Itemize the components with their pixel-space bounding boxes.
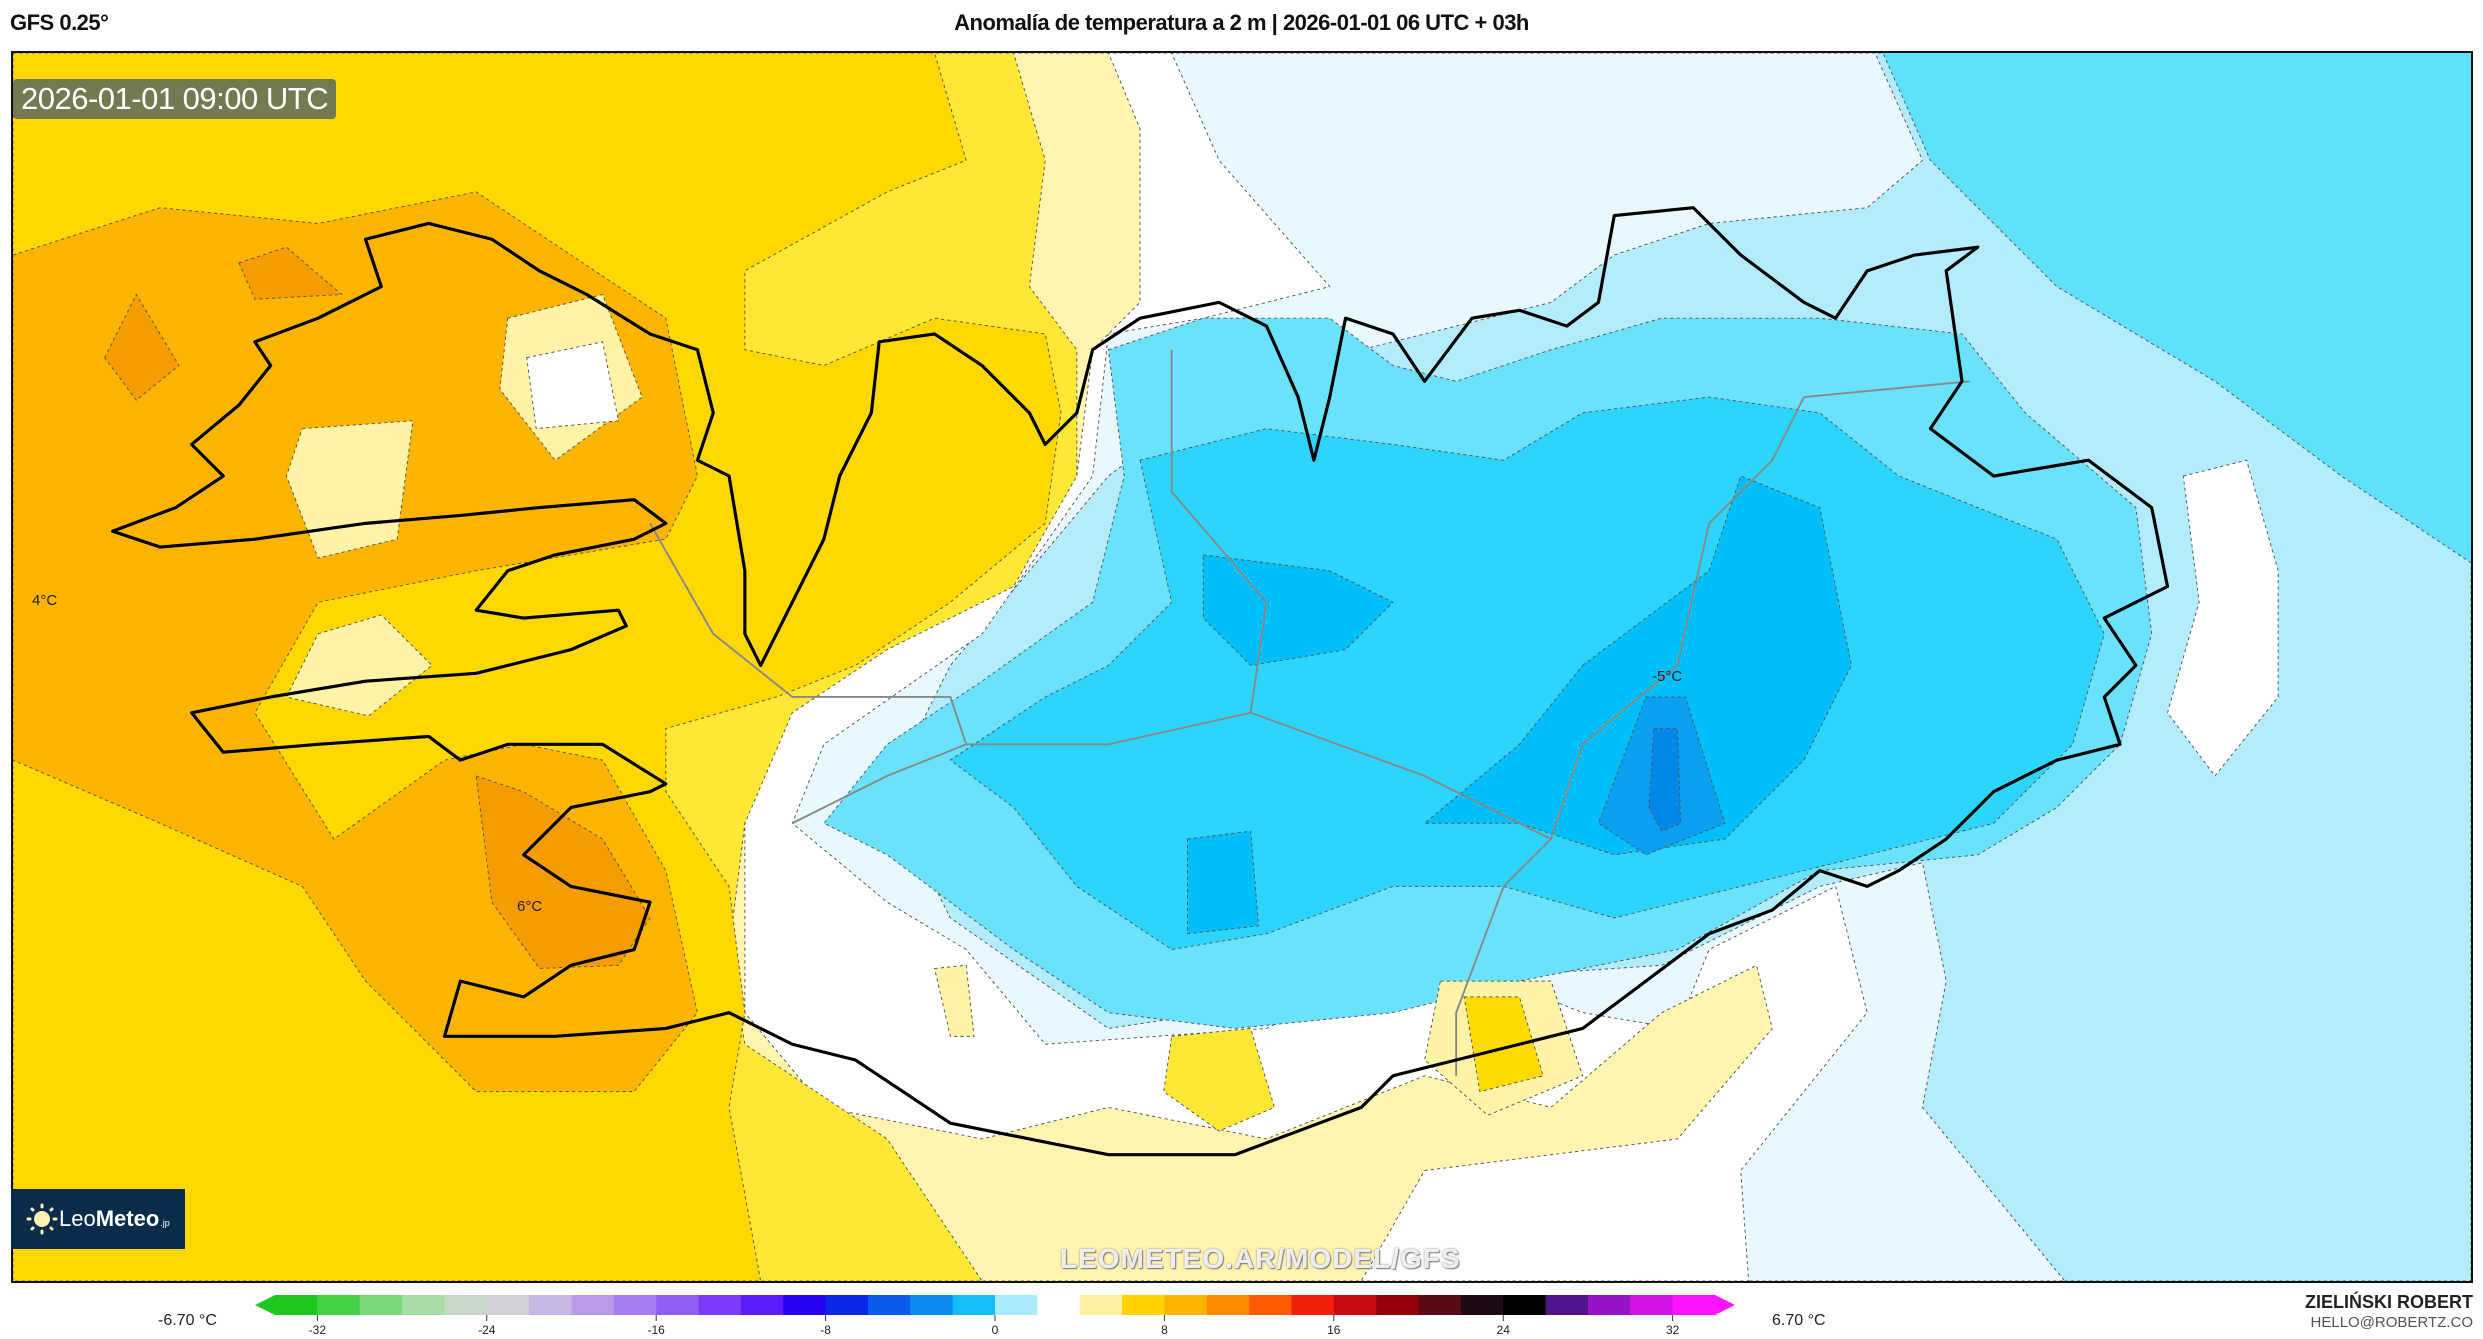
colorbar-segment	[910, 1295, 954, 1315]
colorbar-segment	[995, 1295, 1038, 1315]
anomaly-map	[11, 51, 2473, 1283]
contour-label: 6°C	[517, 898, 543, 915]
colorbar-tick-label: 24	[1496, 1323, 1510, 1337]
zone-south-yellow	[1163, 1027, 1275, 1132]
colorbar-segment	[783, 1295, 827, 1315]
colorbar-segment	[1291, 1295, 1335, 1315]
colorbar-segment	[1672, 1295, 1716, 1315]
colorbar-tick-label: -8	[820, 1323, 831, 1337]
zone-deep-blue	[1186, 830, 1260, 935]
colorbar-segment	[1122, 1295, 1165, 1315]
logo-prefix: Leo	[59, 1206, 96, 1231]
colorbar-segment	[952, 1295, 996, 1315]
leometeo-logo: Leo Meteo .jp	[11, 1189, 185, 1249]
valid-time-label: 2026-01-01 09:00 UTC	[13, 79, 337, 119]
zone-darkest-blue	[1648, 728, 1682, 832]
colorbar-segment	[740, 1295, 784, 1315]
zone-south-yellow	[933, 964, 975, 1037]
colorbar-tick-label: 16	[1327, 1323, 1341, 1337]
colorbar-tick-label: -32	[308, 1323, 327, 1337]
logo-suffix: .jp	[160, 1218, 170, 1228]
colorbar-segment	[1460, 1295, 1504, 1315]
colorbar-segment	[1206, 1295, 1250, 1315]
contour-label: 4°C	[32, 592, 58, 609]
colorbar-segment	[825, 1295, 869, 1315]
colorbar-segment	[1333, 1295, 1377, 1315]
border-line	[1250, 380, 1971, 841]
author-email: HELLO@ROBERTZ.CO	[2310, 1314, 2473, 1331]
map-canvas	[13, 53, 2471, 1281]
zone-dark-orange	[475, 775, 651, 969]
colorbar-segment	[656, 1295, 700, 1315]
colorbar-segment	[1630, 1295, 1674, 1315]
zone-south-gold	[1463, 996, 1544, 1093]
colorbar-segment	[275, 1295, 318, 1315]
colorbar-segment	[1376, 1295, 1420, 1315]
zone-dark-orange	[238, 246, 343, 300]
contour-label: -5°C	[1652, 668, 1683, 685]
colorbar-segment	[1587, 1295, 1631, 1315]
colorbar-tick-label: -16	[647, 1323, 665, 1337]
colorbar-segment	[317, 1295, 361, 1315]
model-label: GFS 0.25°	[10, 10, 109, 35]
sun-icon	[26, 1203, 58, 1235]
zone-white-east	[2166, 459, 2279, 777]
colorbar-max-extender	[1715, 1295, 1735, 1315]
zone-light-patch	[285, 420, 414, 559]
colorbar	[255, 1295, 1735, 1321]
colorbar-segment	[571, 1295, 615, 1315]
colorbar-segment	[1418, 1295, 1462, 1315]
colorbar-tick-label: -24	[478, 1323, 496, 1337]
colorbar-segment	[1079, 1295, 1123, 1315]
zone-dark-orange	[104, 293, 180, 401]
colorbar-tick-label: 32	[1665, 1323, 1680, 1337]
colorbar-min-label: -6.70 °C	[158, 1312, 217, 1329]
coastline	[111, 206, 2170, 1157]
chart-title: Anomalía de temperatura a 2 m | 2026-01-…	[954, 10, 1529, 35]
colorbar-segment	[613, 1295, 657, 1315]
colorbar-segment	[402, 1295, 445, 1315]
border-line	[791, 743, 967, 825]
colorbar-segment	[1249, 1295, 1292, 1315]
logo-bold: Meteo	[95, 1206, 160, 1231]
colorbar-segment	[1545, 1295, 1589, 1315]
colorbar-tick-label: 0	[991, 1323, 999, 1337]
colorbar-min-extender	[255, 1295, 275, 1315]
colorbar-segment	[698, 1295, 742, 1315]
colorbar-segment	[867, 1295, 911, 1315]
colorbar-tick-label: 8	[1161, 1323, 1168, 1337]
colorbar-segment	[1164, 1295, 1208, 1315]
zone-white-patch	[526, 341, 619, 430]
watermark: LEOMETEO.AR/MODEL/GFS	[1060, 1243, 1461, 1274]
zone-deep-blue	[1423, 475, 1852, 856]
colorbar-max-label: 6.70 °C	[1772, 1312, 1826, 1329]
colorbar-segment	[486, 1295, 530, 1315]
border-line	[649, 349, 1268, 746]
colorbar-segment	[359, 1295, 403, 1315]
border-line	[1455, 838, 1552, 1076]
colorbar-segment	[1503, 1295, 1547, 1315]
zone-light-patch	[285, 614, 433, 717]
colorbar-segment	[529, 1295, 572, 1315]
author-name: ZIELIŃSKI ROBERT	[2304, 1292, 2473, 1312]
colorbar-segment	[444, 1295, 488, 1315]
colorbar-segment	[1037, 1295, 1081, 1315]
